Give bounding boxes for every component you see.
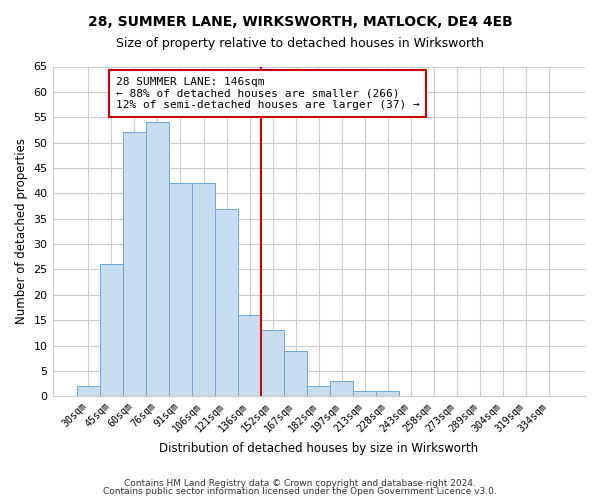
Bar (100, 264, 123, 396)
Bar (238, 315, 261, 396)
X-axis label: Distribution of detached houses by size in Wirksworth: Distribution of detached houses by size … (159, 442, 478, 455)
Text: Contains HM Land Registry data © Crown copyright and database right 2024.: Contains HM Land Registry data © Crown c… (124, 478, 476, 488)
Bar (215, 208, 238, 396)
Bar (77, 386, 100, 396)
Y-axis label: Number of detached properties: Number of detached properties (15, 138, 28, 324)
Bar (169, 183, 192, 396)
Text: Size of property relative to detached houses in Wirksworth: Size of property relative to detached ho… (116, 38, 484, 51)
Bar (376, 391, 400, 396)
Text: 28 SUMMER LANE: 146sqm
← 88% of detached houses are smaller (266)
12% of semi-de: 28 SUMMER LANE: 146sqm ← 88% of detached… (116, 76, 419, 110)
Bar (146, 122, 169, 396)
Text: 28, SUMMER LANE, WIRKSWORTH, MATLOCK, DE4 4EB: 28, SUMMER LANE, WIRKSWORTH, MATLOCK, DE… (88, 15, 512, 29)
Bar (284, 350, 307, 397)
Bar (261, 330, 284, 396)
Bar (192, 183, 215, 396)
Text: Contains public sector information licensed under the Open Government Licence v3: Contains public sector information licen… (103, 487, 497, 496)
Bar (330, 381, 353, 396)
Bar (353, 391, 376, 396)
Bar (307, 386, 330, 396)
Bar (123, 132, 146, 396)
